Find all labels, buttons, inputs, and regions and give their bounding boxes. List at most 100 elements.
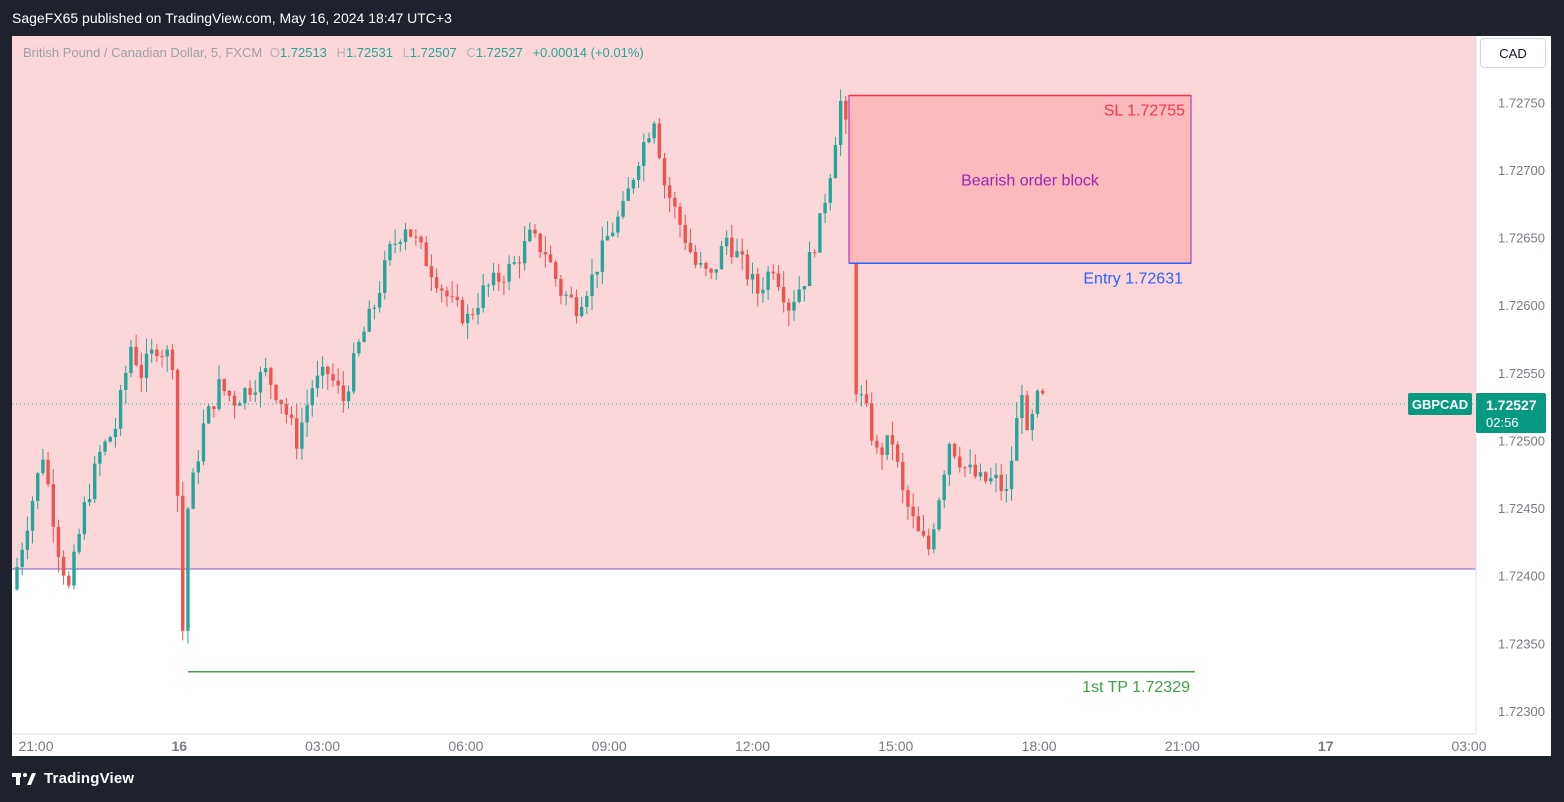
candle-body [82,502,87,535]
candle-body [403,229,408,243]
candle-body [756,273,760,294]
candle-body [144,353,149,378]
candle-body [196,461,200,473]
candle-body [346,391,351,402]
price-chart[interactable]: SL 1.72755 Bearish order block Entry 1.726… [12,36,1551,756]
symbol-price-tag: GBPCAD [1408,392,1472,415]
candle [787,298,791,327]
candle-body [113,428,118,438]
candle [854,255,858,403]
candle-body [274,384,278,400]
candle-body [1015,417,1019,461]
candle [429,254,434,292]
candle [326,365,330,390]
candle-body [170,349,175,370]
candle-body [533,229,537,234]
candle [963,465,967,478]
time-tick-label: 17 [1318,738,1334,754]
candle [440,284,444,303]
candle-body [859,394,864,396]
candle-body [212,406,216,409]
candle-body [667,185,672,198]
candle-body [320,366,325,376]
candle [98,445,102,477]
candle [460,296,465,326]
candle-body [512,262,516,264]
candle [735,238,739,259]
price-tick-label: 1.72750 [1498,95,1545,110]
candle [25,516,30,560]
candle-body [564,294,568,296]
candle-body [398,242,403,244]
candle [263,357,268,377]
candle [248,380,252,402]
candle-body [678,206,682,225]
candle [139,352,144,392]
time-tick-label: 03:00 [1451,738,1486,754]
candle [372,304,377,320]
candle [693,245,698,269]
candle-body [833,144,838,179]
candle [533,224,537,238]
candle [279,399,283,414]
candle-body [626,188,630,201]
candle-body [838,100,843,145]
candle [662,152,667,199]
candle-body [978,472,983,477]
candle-body [1004,489,1009,491]
candle [989,467,993,485]
candle [870,392,874,446]
price-badge-background [1476,392,1546,433]
candle-body [67,575,71,586]
candle-body [590,274,594,297]
candle-body [429,266,434,278]
candle [667,176,672,213]
candle-body [20,549,24,567]
candle [885,435,889,461]
candle [471,308,475,320]
candle-body [916,516,921,532]
candle-body [818,213,822,253]
candle-body [149,349,154,354]
candle-body [455,296,459,301]
tradingview-brand[interactable]: TradingView [12,770,134,787]
candle [258,366,263,408]
candle-body [611,232,615,237]
chart-pane[interactable]: SL 1.72755 Bearish order block Entry 1.726… [12,36,1551,756]
candle-body [56,526,61,557]
candle-body [377,292,382,308]
candle [947,442,952,486]
candle [642,133,646,182]
candle-body [792,301,796,311]
candle-body [750,273,755,280]
candle [859,384,864,407]
symbol-description[interactable]: British Pound / Canadian Dollar, 5, FXCM [23,45,263,60]
candle [445,286,449,307]
candle-body [124,372,128,391]
candle [600,226,605,285]
candle [968,449,972,474]
candle-body [745,254,750,280]
candle [864,379,869,407]
candle [465,304,470,339]
candle-body [258,372,263,393]
candle-body [434,277,439,289]
candle-body [730,237,734,258]
time-axis [12,734,1551,756]
high-label: H [336,45,346,60]
candle [564,291,568,306]
candle-body [481,285,485,309]
currency-button[interactable]: CAD [1480,38,1546,68]
candle [1025,390,1029,431]
candle-body [227,390,232,396]
candle-body [300,422,304,449]
candle-body [631,179,636,189]
candle [559,275,563,305]
candle [315,360,320,398]
candle-body [781,286,786,303]
candle-body [983,472,988,482]
candle [20,542,24,576]
candle-body [683,224,687,243]
candle-body [652,123,656,139]
candle [673,192,677,219]
